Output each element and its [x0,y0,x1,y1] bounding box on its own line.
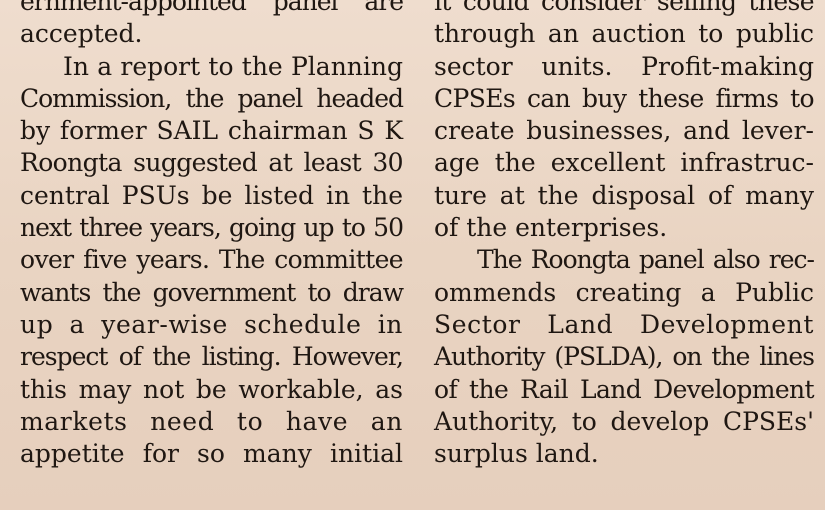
article-line: of the Rail Land Development [434,374,815,404]
article-line: of the enterprises. [434,213,668,243]
article-line: Authority (PSLDA), on the lines [434,342,815,372]
article-line: appetite for so many initial [20,439,403,469]
article-line: accepted. [20,19,143,49]
article-line: CPSEs can buy these firms to [434,83,815,113]
article-line: Sector Land Development [434,309,814,339]
article-line: Commission, the panel headed [20,83,404,113]
article-line: respect of the listing. However, [20,342,404,372]
article-line: it could consider selling these [434,0,815,16]
article-line: ernment-appointed panel are [20,0,404,16]
article-line: central PSUs be listed in the [20,180,403,210]
article-column-right: it could consider selling these through a… [434,0,815,470]
article-line: Roongta suggested at least 30 [20,148,404,178]
article-line: through an auction to public [434,19,814,49]
article-line: Authority, to develop CPSEs' [434,406,814,436]
article-line: over five years. The committee [20,245,404,275]
article-line: by former SAIL chairman S K [20,116,403,146]
article-line: ture at the disposal of many [434,180,814,210]
article-line: In a report to the Planning [63,51,403,81]
article-line: up a year-wise schedule in [20,309,403,339]
article-line: next three years, going up to 50 [20,213,404,243]
article-line: ommends creating a Public [434,277,814,307]
article-line: markets need to have an [20,406,403,436]
article-line: sector units. Profit-making [434,51,814,81]
article-line: wants the government to draw [20,277,404,307]
article-line: surplus land. [434,439,599,469]
column-gutter [417,0,418,510]
article-line: The Roongta panel also rec- [477,245,815,275]
article-line: age the excellent infrastruc- [434,148,814,178]
article-line: create businesses, and lever- [434,116,814,146]
article-line: this may not be workable, as [20,374,403,404]
article-column-left: ernment-appointed panel are accepted. In a… [20,0,404,470]
